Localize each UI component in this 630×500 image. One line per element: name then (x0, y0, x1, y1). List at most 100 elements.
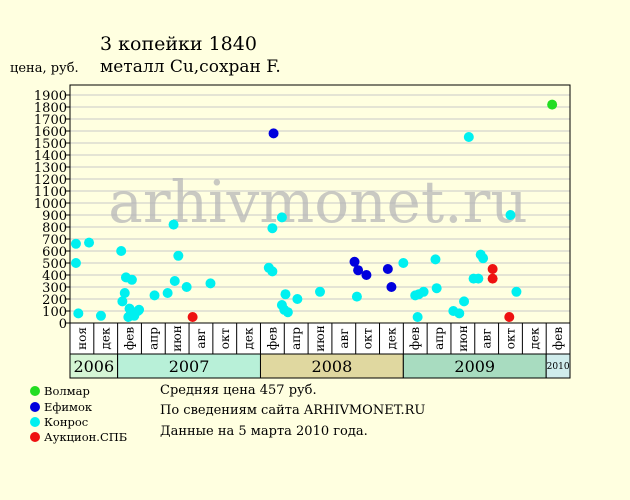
data-point-1 (386, 282, 397, 292)
data-point-2 (418, 286, 429, 297)
data-point-3 (487, 264, 498, 274)
data-point-2 (126, 274, 137, 285)
data-point-2 (315, 286, 325, 297)
legend-dot-efimok (30, 402, 40, 412)
average-price: Средняя цена 457 руб. (160, 383, 317, 398)
data-point-2 (124, 303, 135, 314)
month-label: дек (99, 327, 113, 349)
y-tick-label: 100 (42, 305, 67, 320)
y-tick-label: 1200 (34, 173, 67, 188)
data-point-2 (478, 253, 489, 264)
month-label: авг (337, 328, 351, 348)
data-point-2 (431, 283, 442, 294)
data-point-3 (487, 273, 498, 284)
data-point-2 (351, 291, 362, 302)
y-tick-label: 600 (42, 245, 67, 260)
data-point-2 (454, 308, 465, 319)
legend-label-auction-spb: Аукцион.СПБ (44, 430, 128, 444)
data-point-2 (276, 212, 287, 223)
legend-item-volmar: Волмар (30, 384, 90, 398)
month-label: июн (170, 325, 184, 351)
data-point-2 (505, 210, 516, 220)
year-label: 2010 (547, 362, 570, 372)
data-point-2 (280, 289, 291, 300)
month-label: апр (289, 327, 303, 350)
data-point-2 (511, 286, 522, 297)
grid-lines (70, 94, 570, 312)
month-label: дек (242, 327, 256, 349)
year-label: 2009 (454, 357, 495, 376)
year-cell-2008 (259, 353, 404, 379)
year-label: 2008 (312, 357, 353, 376)
month-label: окт (218, 327, 232, 349)
month-label: фев (123, 327, 137, 350)
data-point-2 (205, 278, 216, 289)
y-tick-label: 700 (42, 233, 67, 248)
y-axis-label: цена, руб. (10, 61, 79, 76)
year-cell-2007 (117, 353, 261, 379)
data-point-2 (84, 237, 95, 248)
data-point-2 (398, 258, 409, 268)
x-axis-months: ноя дек фев апр июн авг окт дек фев апр июн авг окт д… (69, 322, 571, 355)
y-axis-ticks: 0100200300400500600700800900100011001200… (34, 89, 70, 332)
year-cell-2009 (402, 353, 547, 379)
data-point-2 (149, 290, 160, 301)
data-point-2 (119, 288, 130, 298)
y-tick-label: 1100 (34, 185, 67, 200)
data-point-2 (173, 250, 184, 261)
year-cell-2010 (545, 353, 571, 379)
y-tick-label: 1000 (34, 197, 67, 212)
y-tick-label: 1900 (34, 89, 67, 104)
month-label: апр (146, 327, 160, 350)
legend-dot-volmar (30, 386, 40, 396)
data-point-2 (117, 296, 128, 307)
month-label: дек (384, 327, 398, 349)
data-point-1 (382, 264, 393, 274)
data-point-1 (353, 265, 364, 276)
month-strip (69, 322, 571, 355)
legend-label-volmar: Волмар (44, 384, 90, 398)
y-tick-label: 1600 (34, 125, 67, 140)
data-point-2 (116, 246, 127, 256)
data-point-3 (187, 312, 198, 322)
data-point-2 (73, 308, 84, 319)
month-label: авг (194, 328, 208, 348)
month-label: фев (408, 327, 422, 350)
data-point-0 (547, 99, 558, 110)
data-point-3 (504, 312, 515, 322)
data-point-2 (282, 307, 293, 318)
data-point-2 (267, 223, 278, 234)
data-point-2 (412, 312, 423, 322)
data-point-2 (168, 219, 179, 230)
y-tick-label: 400 (42, 269, 67, 284)
y-tick-label: 0 (59, 317, 67, 332)
month-label: дек (527, 327, 541, 349)
month-label: апр (432, 327, 446, 350)
month-label: ноя (75, 327, 89, 350)
y-tick-label: 1700 (34, 113, 67, 128)
data-point-2 (134, 304, 145, 315)
y-tick-label: 800 (42, 221, 67, 236)
data-source: По сведениям сайта ARHIVMONET.RU (160, 403, 426, 418)
month-label: фев (551, 327, 565, 350)
y-tick-label: 1800 (34, 101, 67, 116)
data-point-2 (267, 266, 278, 277)
month-label: июн (456, 325, 470, 351)
y-tick-label: 1300 (34, 161, 67, 176)
data-point-1 (268, 128, 279, 139)
legend-label-konros: Конрос (44, 415, 89, 429)
y-tick-label: 1400 (34, 149, 67, 164)
month-label: фев (265, 327, 279, 350)
plot-frame (69, 84, 571, 324)
data-point-2 (181, 282, 192, 292)
data-point-2 (459, 296, 470, 307)
data-point-2 (95, 310, 106, 321)
data-date: Данные на 5 марта 2010 года. (160, 424, 368, 439)
y-tick-label: 900 (42, 209, 67, 224)
legend-dot-konros (30, 417, 40, 427)
data-points (70, 99, 558, 322)
chart-title: 3 копейки 1840 (100, 33, 257, 55)
y-tick-label: 1500 (34, 137, 67, 152)
legend-item-auction-spb: Аукцион.СПБ (30, 430, 127, 444)
